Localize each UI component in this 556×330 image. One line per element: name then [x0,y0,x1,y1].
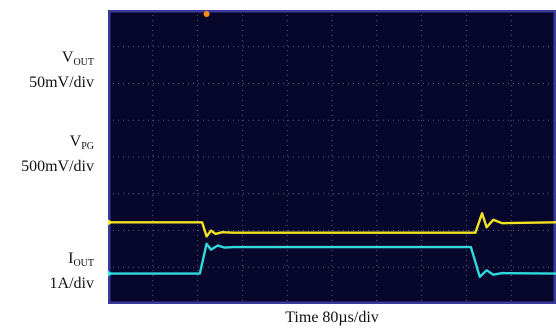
iout-scale: 1A/div [49,275,94,292]
vout-label: VOUT 50mV/div [29,49,94,91]
traces [108,212,556,279]
screen-border [108,10,556,304]
channel-marker-iout [108,270,113,277]
oscilloscope-screen [108,10,556,304]
time-scale-label: Time 80µs/div [285,309,379,326]
graticule [108,10,556,304]
trace-iout [108,242,556,279]
markers [108,11,210,277]
channel-marker-vpg [108,219,113,226]
trace-vpg [108,212,556,238]
vpg-scale: 500mV/div [21,158,94,175]
vout-scale: 50mV/div [29,74,94,91]
iout-label: IOUT 1A/div [49,250,94,292]
trigger-marker [203,11,210,17]
vpg-label: VPG 500mV/div [21,133,94,175]
